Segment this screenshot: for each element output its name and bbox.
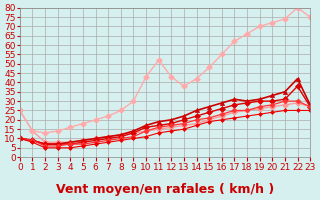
X-axis label: Vent moyen/en rafales ( km/h ): Vent moyen/en rafales ( km/h ) <box>56 183 274 196</box>
